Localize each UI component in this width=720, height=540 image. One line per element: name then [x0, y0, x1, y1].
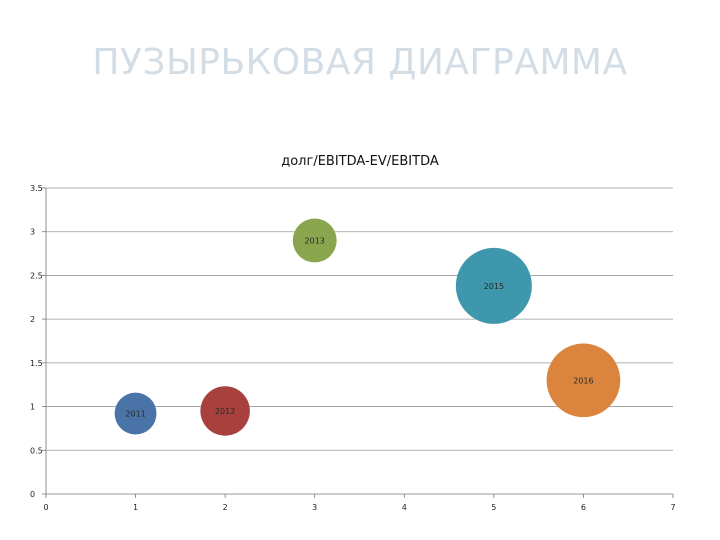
bubble-label-2011: 2011 [125, 410, 145, 419]
x-tick-label: 6 [581, 503, 586, 512]
x-tick-label: 0 [43, 503, 48, 512]
bubble-label-2015: 2015 [484, 282, 504, 291]
y-tick-label: 0 [30, 490, 35, 499]
x-tick-label: 7 [670, 503, 675, 512]
x-tick-label: 1 [133, 503, 138, 512]
slide-title: ПУЗЫРЬКОВАЯ ДИАГРАММА [92, 42, 628, 83]
bubble-2012 [200, 386, 250, 436]
bubble-label-2013: 2013 [305, 236, 325, 245]
bubble-2016 [546, 343, 621, 418]
y-tick-label: 3 [30, 228, 35, 237]
bubble-2011 [114, 392, 157, 435]
y-tick-label: 3.5 [30, 184, 43, 193]
y-tick-label: 1.5 [30, 359, 43, 368]
x-tick-label: 3 [312, 503, 317, 512]
bubble-label-2012: 2012 [215, 407, 235, 416]
bubbles: 2011 2012 2013 2015 2016 [114, 218, 621, 436]
y-tick-label: 1 [30, 403, 35, 412]
chart-title: долг/EBITDA-EV/EBITDA [281, 154, 439, 169]
axes: 0 0.5 1 1.5 2 2.5 3 3.5 0 1 2 3 4 5 6 7 [30, 184, 676, 512]
x-tick-label: 4 [402, 503, 407, 512]
y-tick-label: 0.5 [30, 446, 43, 455]
y-tick-label: 2 [30, 315, 35, 324]
x-tick-label: 5 [491, 503, 496, 512]
bubble-label-2016: 2016 [573, 376, 593, 385]
bubble-2013 [292, 218, 337, 263]
bubble-2015 [455, 247, 532, 324]
y-tick-label: 2.5 [30, 271, 43, 280]
x-tick-label: 2 [223, 503, 228, 512]
